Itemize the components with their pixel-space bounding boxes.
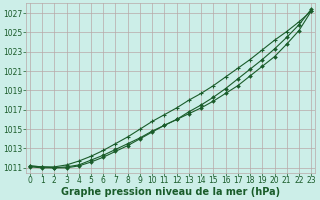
X-axis label: Graphe pression niveau de la mer (hPa): Graphe pression niveau de la mer (hPa)	[61, 187, 280, 197]
